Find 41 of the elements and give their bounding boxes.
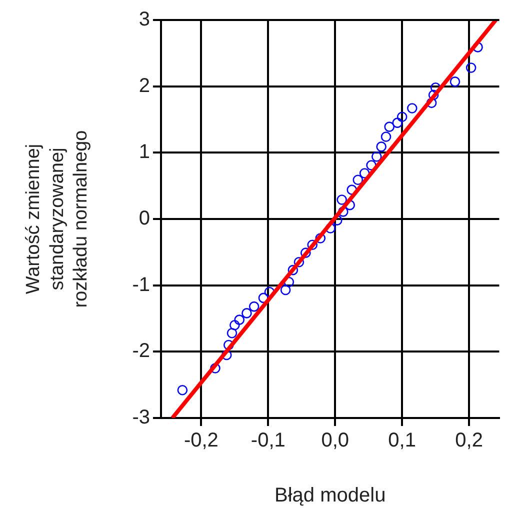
y-tick-label: -1 [132,274,150,296]
point [396,112,408,122]
y-tick-label: 0 [138,208,150,230]
point [210,363,220,374]
y-tick-label: -3 [132,406,150,429]
x-tick-label: -0,2 [184,430,218,452]
point [288,264,298,276]
point [450,76,460,87]
point [426,98,437,108]
y-tick-label: 2 [138,74,150,97]
y-tick-label: 3 [138,8,150,31]
point [336,194,347,205]
y-tick-label: 1 [138,141,150,164]
point [221,350,232,360]
point [392,118,403,128]
point [234,314,245,325]
point [376,142,386,152]
y-axis-title: Wartość zmiennej standaryzowanej rozkładu normalnego [23,130,92,308]
point [300,248,311,258]
point [226,328,238,338]
point [242,308,252,318]
point [177,384,188,396]
point [230,320,240,330]
x-axis-title: Błąd modelu [274,484,386,507]
point [371,151,382,162]
x-tick-label: 0,2 [455,430,483,452]
point [466,62,476,73]
point [294,256,304,268]
y-tick-label: -2 [132,340,150,362]
point [248,301,260,312]
point [406,103,418,114]
point [307,240,318,250]
x-tick-label: 0,0 [321,430,350,452]
point [384,122,395,132]
x-tick-label: 0,1 [388,430,416,452]
point [380,132,392,142]
x-tick-label: -0,1 [250,430,286,452]
point [428,90,439,100]
point [352,174,364,186]
point [280,284,291,296]
point [315,233,326,244]
